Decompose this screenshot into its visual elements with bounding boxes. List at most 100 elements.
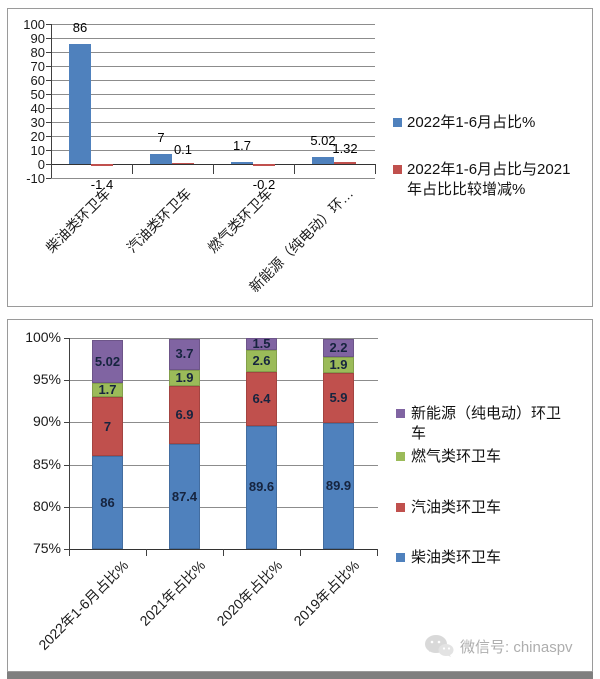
data-label: 2.2 (329, 340, 348, 356)
bar-segment (246, 371, 277, 426)
bar-segment (246, 425, 277, 549)
data-label: 6.9 (175, 407, 194, 423)
y-axis-label: 95% (32, 371, 61, 388)
watermark: 微信号: chinaspv (424, 634, 573, 659)
y-axis-label: 40 (30, 101, 45, 116)
y-tick-mark (46, 38, 51, 39)
y-axis-line (51, 24, 52, 178)
gridline (51, 80, 375, 81)
gridline (69, 506, 378, 508)
data-label: 5.9 (329, 390, 348, 406)
x-tick-mark (377, 549, 378, 556)
y-tick-mark (64, 549, 69, 550)
gridline (51, 108, 375, 109)
data-label: 86 (72, 19, 88, 35)
data-label: 6.4 (252, 390, 271, 406)
data-label: 89.6 (248, 479, 275, 495)
legend-swatch (396, 409, 405, 418)
y-axis-label: 85% (32, 455, 61, 472)
y-tick-mark (64, 464, 69, 466)
y-axis-label: 0 (37, 157, 45, 172)
bar-segment (169, 444, 200, 549)
y-tick-mark (46, 24, 51, 25)
data-label: -0.2 (252, 176, 276, 192)
y-axis-label: 20 (30, 129, 45, 144)
legend-label: 2022年1-6月占比与2021年占比比较增减% (407, 161, 571, 198)
bar-segment (92, 456, 123, 549)
gridline (51, 38, 375, 39)
top-chart-panel: 100 90 80 70 60 50 40 30 20 10 0 -10 86 7 1.7 5.02 -1.4 0… (7, 8, 593, 307)
bar (172, 162, 194, 164)
bar (69, 43, 91, 164)
gridline (51, 178, 375, 179)
legend-swatch (396, 503, 405, 512)
bar-segment (169, 386, 200, 445)
data-label: 5.02 (310, 132, 336, 148)
bar-segment (169, 338, 200, 371)
bar-segment (92, 397, 123, 457)
bar (231, 161, 253, 164)
y-tick-mark (46, 108, 51, 109)
data-label: 7 (103, 418, 112, 434)
gridline (51, 66, 375, 67)
y-tick-mark (46, 122, 51, 123)
data-label: 7 (157, 130, 165, 146)
data-label: 1.7 (232, 137, 252, 153)
y-axis-label: 80% (32, 497, 61, 514)
bar-segment (92, 382, 123, 398)
bar-segment (323, 373, 354, 424)
y-axis-label: 90 (30, 31, 45, 46)
legend-swatch (393, 165, 402, 174)
x-tick-mark (375, 164, 376, 174)
gridline (69, 380, 378, 382)
x-tick-mark (223, 549, 224, 556)
legend-label: 燃气类环卫车 (411, 448, 502, 465)
y-tick-mark (64, 380, 69, 382)
x-tick-mark (69, 549, 70, 556)
y-axis-label: 90% (32, 413, 61, 430)
gridline (51, 94, 375, 95)
legend-swatch (396, 553, 405, 562)
bar-segment (92, 340, 123, 383)
bar (334, 162, 356, 164)
bottom-divider (7, 672, 593, 679)
bar-segment (246, 338, 277, 350)
bar-segment (323, 423, 354, 549)
data-label: 87.4 (171, 488, 198, 504)
bottom-chart-panel: 微信号: chinaspv 100% 95% 90% 85% 80% 75% 86 7 1.7 5… (7, 319, 593, 672)
legend-label: 汽油类环卫车 (411, 499, 502, 516)
y-axis-label: 10 (30, 143, 45, 158)
gridline (69, 464, 378, 466)
legend-swatch (396, 452, 405, 461)
watermark-text: 微信号: chinaspv (460, 639, 573, 656)
y-axis-line (69, 338, 70, 549)
gridline (51, 122, 375, 123)
legend-label: 柴油类环卫车 (411, 549, 502, 566)
data-label: 89.9 (325, 478, 352, 494)
x-tick-mark (51, 164, 52, 174)
y-axis-label: 50 (30, 87, 45, 102)
data-label: 3.7 (175, 346, 194, 362)
x-tick-mark (300, 549, 301, 556)
y-tick-mark (46, 94, 51, 95)
y-tick-mark (46, 164, 51, 165)
y-axis-label: 100% (25, 329, 61, 345)
data-label: 86 (100, 494, 115, 510)
gridline (69, 422, 378, 424)
gridline (51, 150, 375, 151)
y-axis-label: 60 (30, 73, 45, 88)
data-label: 1.9 (175, 370, 194, 386)
legend-label: 2022年1-6月占比% (407, 114, 536, 131)
y-tick-mark (64, 422, 69, 424)
data-label: 1.9 (329, 357, 348, 373)
x-tick-mark (213, 164, 214, 174)
gridline (51, 136, 375, 137)
data-label: 5.02 (94, 353, 121, 369)
bar (253, 164, 275, 166)
x-tick-mark (146, 549, 147, 556)
bar-segment (323, 357, 354, 374)
bar-segment (169, 370, 200, 387)
y-tick-mark (46, 150, 51, 151)
y-tick-mark (64, 506, 69, 508)
